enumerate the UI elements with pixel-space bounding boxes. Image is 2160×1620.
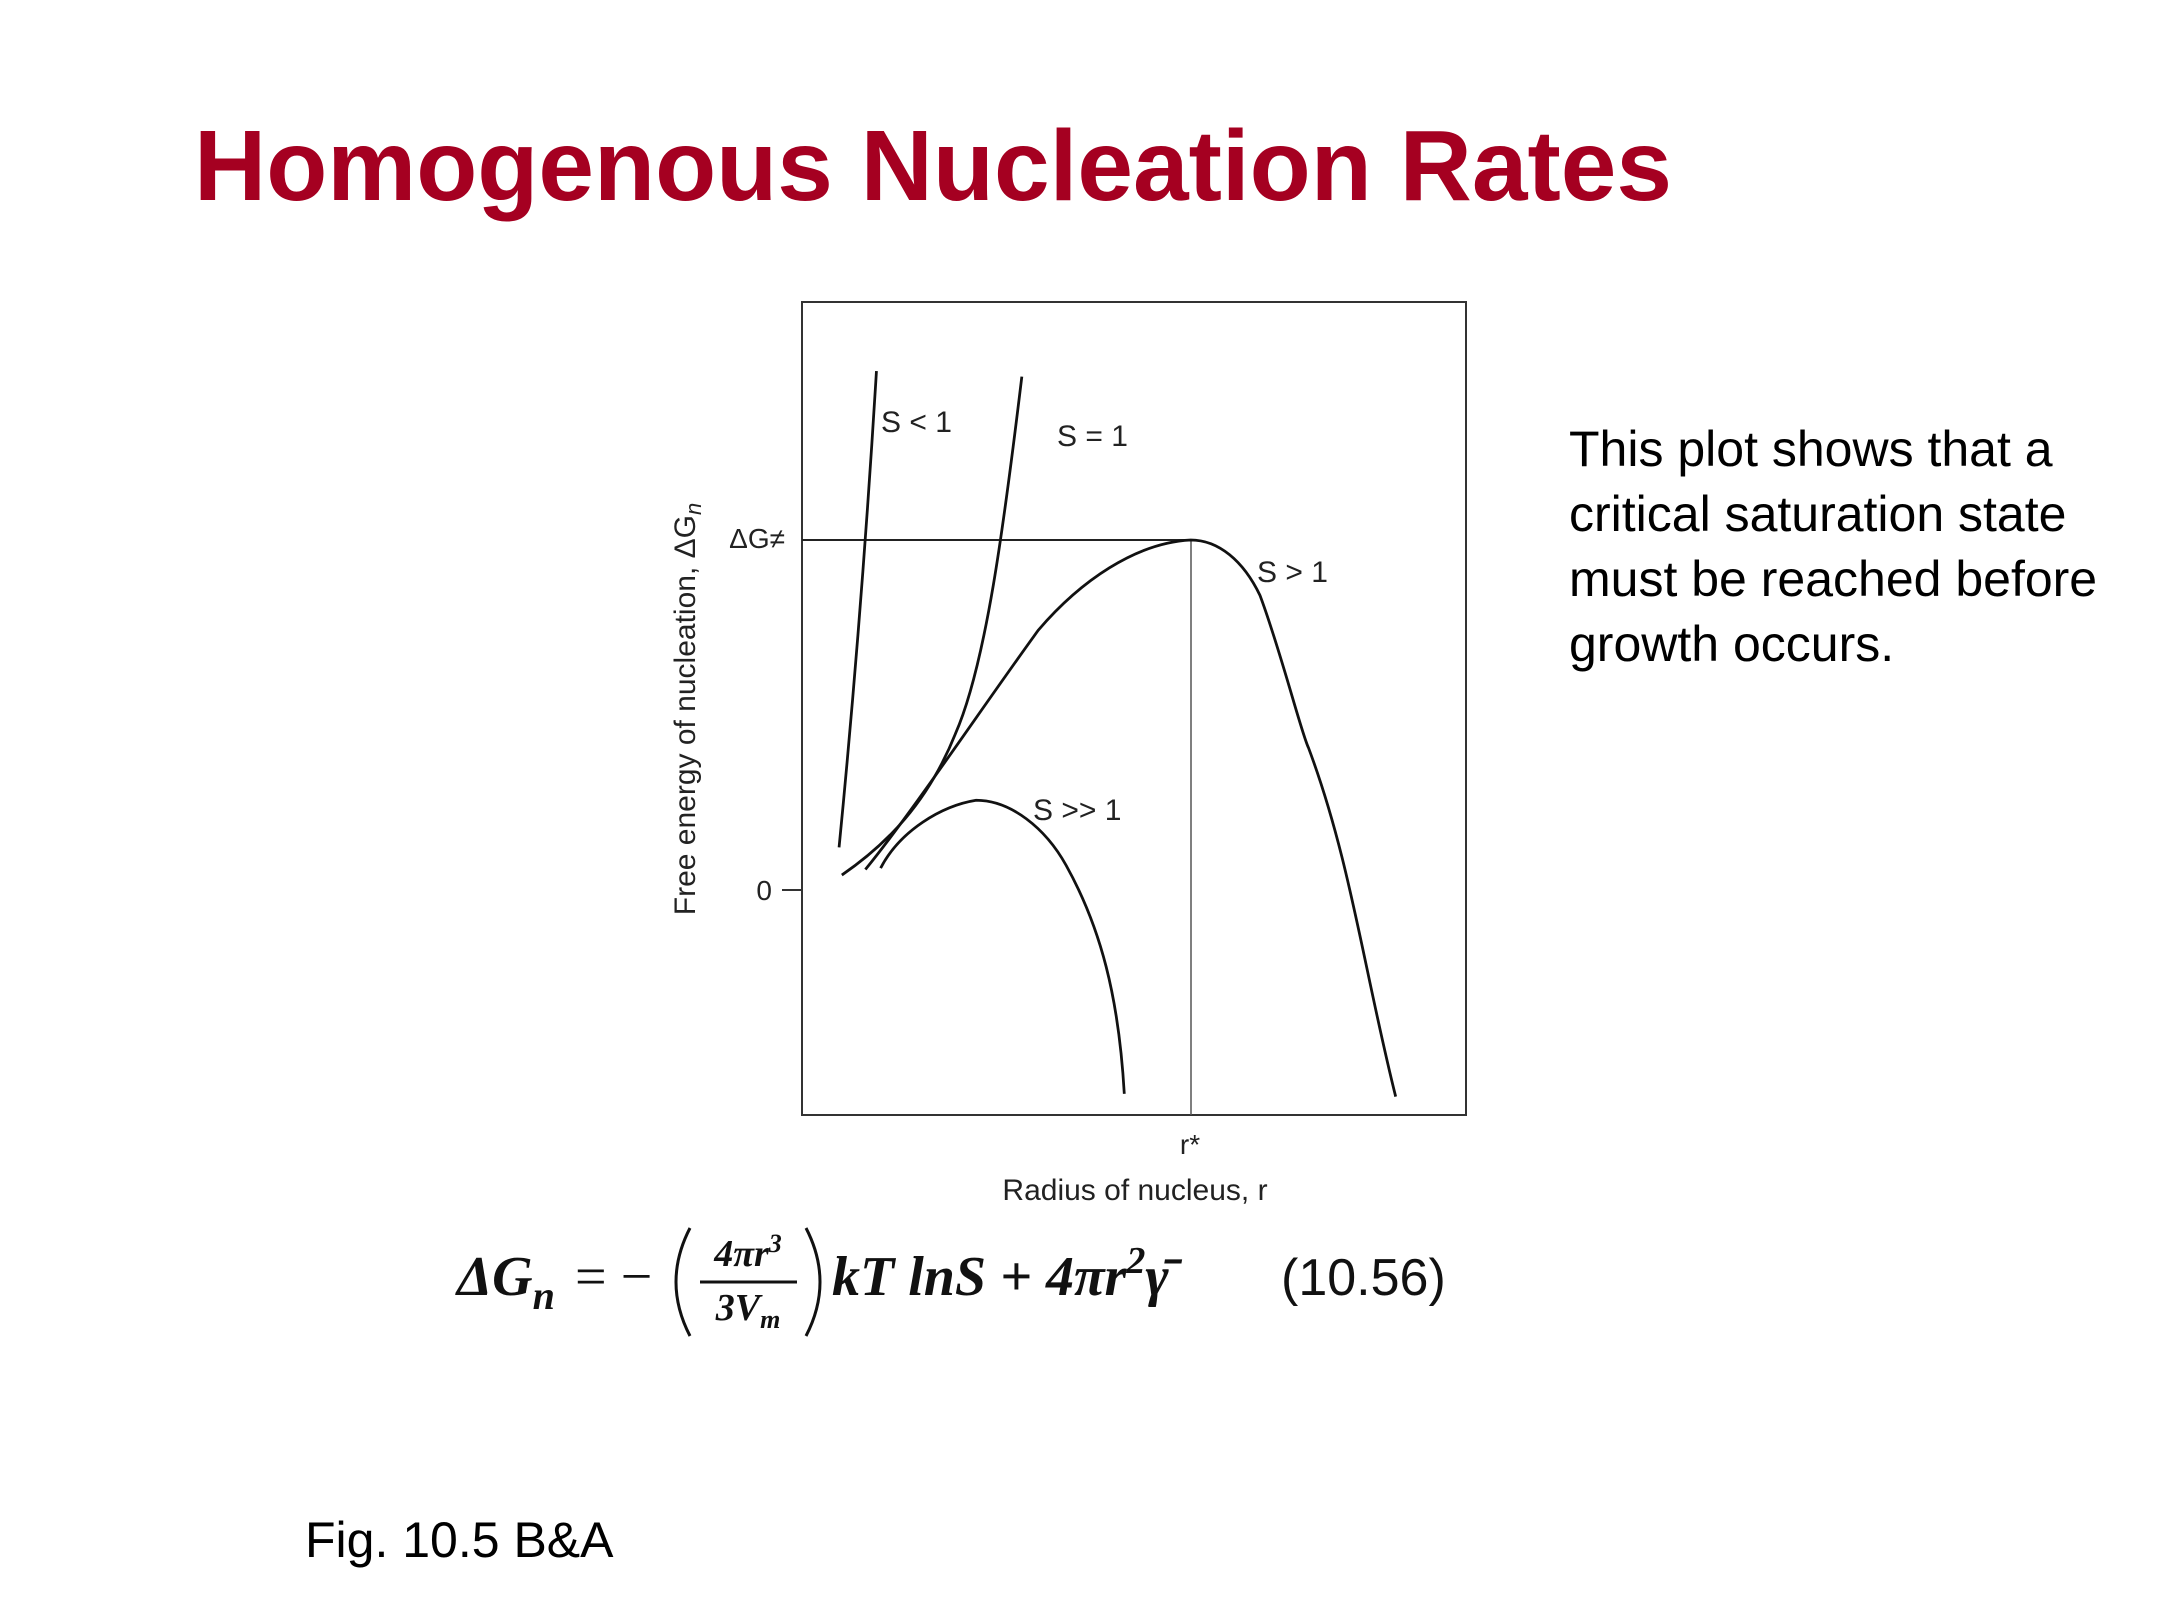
paren-left — [674, 1227, 692, 1337]
y-axis-label-sub: n — [681, 503, 706, 515]
equals: = − — [575, 1246, 652, 1308]
curve-s-greater-1 — [864, 538, 1398, 1097]
lhs-sub: n — [533, 1273, 555, 1318]
numerator: 4πr3 — [713, 1229, 782, 1275]
rest-sup: 2 — [1125, 1240, 1145, 1282]
description: This plot shows that a critical saturati… — [1569, 421, 2097, 672]
curve-label: S >> 1 — [1033, 794, 1121, 827]
denominator-text: 3V — [715, 1287, 763, 1329]
equation-number: (10.56) — [1281, 1249, 1446, 1307]
y-axis-label-text: Free energy of nucleation, ΔG — [669, 515, 702, 915]
description-line: critical saturation state — [1569, 486, 2066, 542]
lhs: ΔG — [455, 1246, 533, 1308]
description-line: growth occurs. — [1569, 616, 1894, 672]
denominator: 3Vm — [715, 1287, 781, 1334]
x-tick-label: r* — [1180, 1129, 1200, 1160]
description-line: must be reached before — [1569, 551, 2097, 607]
y-tick-label: ΔG≠ — [729, 523, 785, 554]
curve-label: S < 1 — [881, 406, 952, 439]
curve-label: S > 1 — [1257, 556, 1328, 589]
y-tick-label: 0 — [756, 875, 772, 906]
numerator-text: 4πr — [713, 1233, 770, 1275]
y-axis-label: Free energy of nucleation, ΔGn — [669, 503, 706, 916]
curve-s-1 — [841, 376, 1024, 877]
paren-right — [804, 1227, 822, 1337]
denominator-sub: m — [760, 1305, 780, 1334]
figure-caption: Fig. 10.5 B&A — [305, 1512, 614, 1568]
x-axis-label: Radius of nucleus, r — [1002, 1174, 1267, 1207]
slide-title: Homogenous Nucleation Rates — [194, 110, 1672, 222]
curve-s-less-1 — [837, 370, 878, 848]
curve-s-much-greater-1 — [879, 798, 1126, 1094]
gamma: γ̄ — [1145, 1246, 1182, 1308]
curve-label: S = 1 — [1057, 420, 1128, 453]
equation: ΔGn = − 4πr3 3Vm kT lnS + 4πr2γ̄ (10.56) — [455, 1227, 1446, 1337]
curves — [837, 370, 1398, 1097]
plot: Free energy of nucleation, ΔGn ΔG≠ 0 r* … — [669, 301, 1467, 1207]
description-line: This plot shows that a — [1569, 421, 2053, 477]
equation-rest: kT lnS + 4πr2γ̄ — [832, 1240, 1183, 1308]
numerator-sup: 3 — [768, 1229, 782, 1258]
plot-frame — [801, 301, 1467, 1116]
equation-lhs: ΔGn — [455, 1246, 555, 1318]
rest: kT lnS + 4πr — [832, 1246, 1128, 1308]
